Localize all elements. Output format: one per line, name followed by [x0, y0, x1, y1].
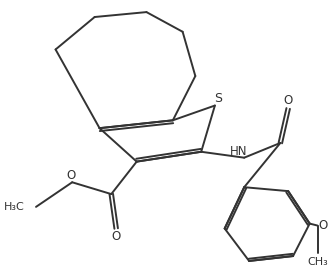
Text: S: S — [214, 92, 222, 105]
Text: O: O — [112, 230, 121, 243]
Text: O: O — [284, 94, 293, 107]
Text: H₃C: H₃C — [4, 202, 25, 212]
Text: HN: HN — [230, 145, 247, 158]
Text: O: O — [318, 219, 328, 232]
Text: CH₃: CH₃ — [307, 257, 328, 267]
Text: O: O — [66, 169, 75, 182]
